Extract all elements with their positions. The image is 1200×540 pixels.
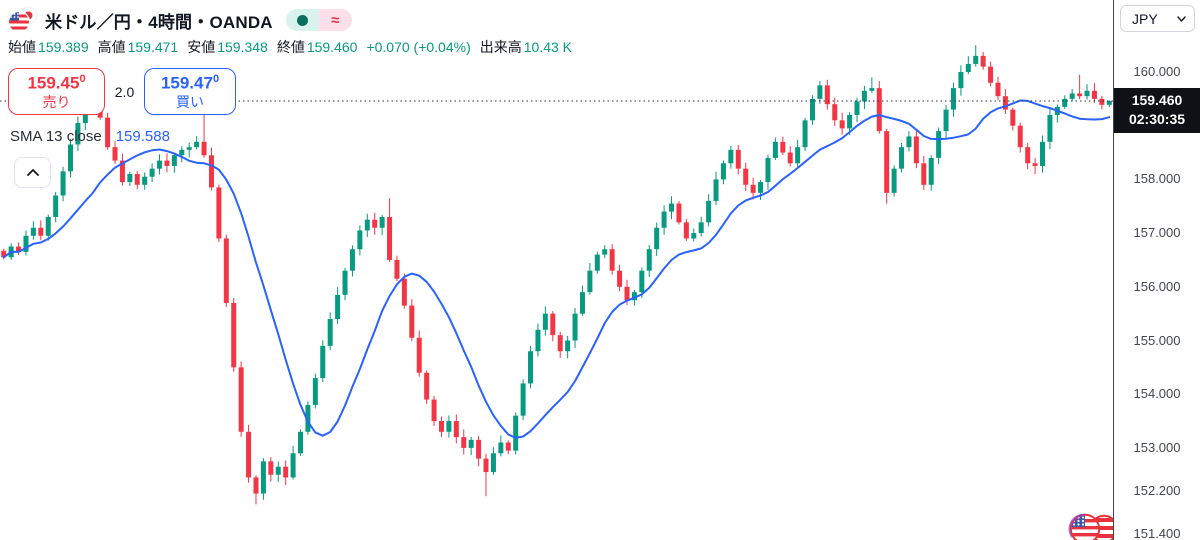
last-price-badge: 159.460 02:30:35 — [1114, 87, 1200, 133]
indicator-name: SMA 13 close — [10, 128, 102, 145]
chart-pane[interactable]: 米ドル／円・4時間・OANDA ≈ 始値 159.389 高値 159.471 … — [0, 0, 1113, 540]
open-label: 始値 — [8, 39, 36, 55]
low-value: 159.348 — [217, 39, 268, 55]
high-label: 高値 — [97, 39, 126, 55]
status-capsule: ≈ — [285, 9, 352, 31]
price-axis-label: 155.000 — [1133, 332, 1181, 348]
volume-value: 10.43 K — [523, 39, 572, 55]
delayed-data-icon: ≈ — [318, 9, 352, 31]
price-axis-label: 153.000 — [1133, 439, 1181, 455]
sell-button[interactable]: 159.450 売り — [8, 68, 105, 115]
price-axis-label: 160.000 — [1133, 64, 1181, 79]
price-axis-label: 151.400 — [1133, 525, 1181, 540]
chevron-up-icon — [26, 169, 39, 176]
price-axis-label: 158.000 — [1133, 171, 1181, 187]
candlestick-chart[interactable] — [0, 0, 1113, 540]
change-value: +0.070 (+0.04%) — [366, 39, 471, 55]
indicator-value: 159.588 — [115, 128, 170, 145]
price-axis-label: 157.000 — [1133, 225, 1181, 241]
sell-label: 売り — [42, 93, 71, 110]
spread-value: 2.0 — [106, 80, 143, 103]
buy-label: 買い — [176, 93, 204, 110]
chevron-down-icon — [1177, 15, 1186, 22]
close-label: 終値 — [276, 39, 305, 55]
buy-button[interactable]: 159.470 買い — [144, 68, 236, 115]
symbol-title[interactable]: 米ドル／円・4時間・OANDA — [45, 12, 273, 32]
high-value: 159.471 — [127, 39, 179, 55]
symbol-header: 米ドル／円・4時間・OANDA ≈ — [6, 6, 352, 34]
trade-widget: 159.450 売り 2.0 159.470 買い — [8, 68, 236, 115]
currency-dropdown[interactable]: JPY — [1120, 5, 1195, 32]
indicator-legend[interactable]: SMA 13 close 159.588 — [10, 128, 170, 145]
usdjpy-watermark-logo — [1068, 513, 1113, 540]
bar-countdown: 02:30:35 — [1128, 110, 1186, 127]
price-axis-label: 156.000 — [1133, 278, 1181, 294]
sell-price-pip: 0 — [79, 73, 86, 86]
open-value: 159.389 — [38, 39, 89, 55]
ohlc-row: 始値 159.389 高値 159.471 安値 159.348 終値 159.… — [8, 37, 581, 57]
sell-price: 159.45 — [27, 74, 80, 93]
low-label: 安値 — [187, 39, 216, 55]
price-axis[interactable]: JPY 160.000 158.000 157.000 156.000 155.000 1… — [1113, 0, 1200, 540]
buy-price-pip: 0 — [212, 73, 220, 86]
price-axis-label: 152.200 — [1133, 482, 1181, 498]
last-price-value: 159.460 — [1131, 91, 1183, 108]
volume-label: 出来高 — [479, 39, 522, 55]
market-open-status-icon — [285, 9, 319, 31]
price-axis-label: 154.000 — [1133, 386, 1181, 402]
currency-value: JPY — [1132, 10, 1158, 27]
usdjpy-pair-flag-icon — [7, 6, 38, 34]
close-value: 159.460 — [306, 39, 358, 55]
buy-price: 159.47 — [160, 74, 213, 93]
collapse-indicators-button[interactable] — [14, 157, 51, 188]
